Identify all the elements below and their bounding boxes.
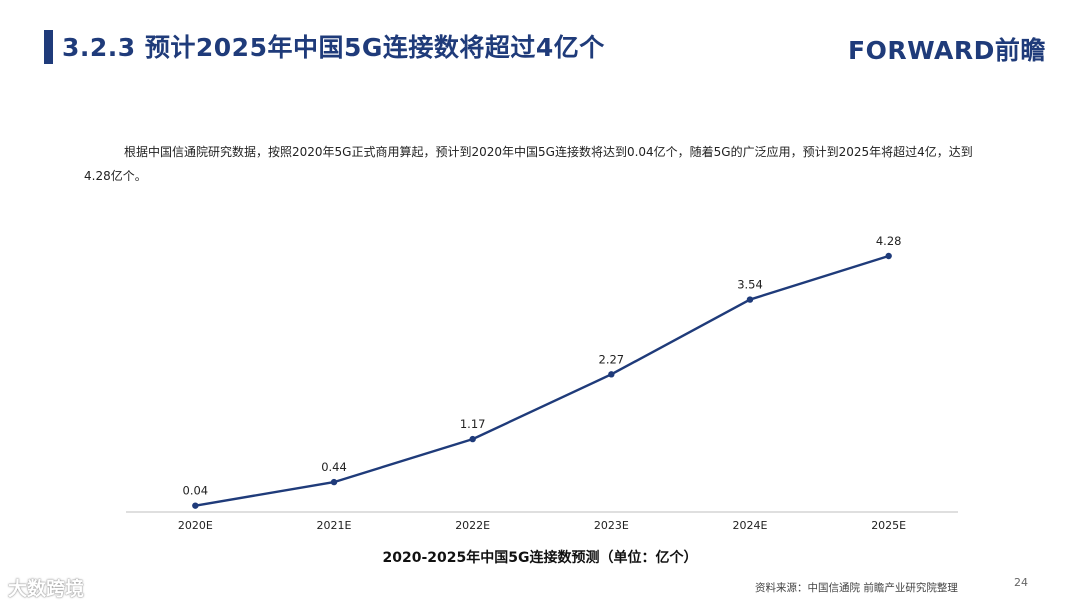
data-label: 0.04 — [183, 484, 209, 498]
source-note: 资料来源：中国信通院 前瞻产业研究院整理 — [755, 582, 958, 594]
series-line — [195, 254, 890, 507]
data-label: 1.17 — [460, 417, 486, 431]
data-point — [608, 371, 615, 378]
x-tick-label: 2024E — [733, 519, 768, 532]
x-tick-label: 2025E — [871, 519, 906, 532]
data-label: 4.28 — [876, 234, 902, 248]
data-point — [746, 296, 754, 303]
watermark-badge: 大数跨境 — [8, 578, 85, 600]
page-title: 3.2.3 预计2025年中国5G连接数将超过4亿个 — [62, 33, 605, 62]
title-accent-bar — [44, 30, 53, 64]
x-tick-label: 2022E — [455, 519, 490, 532]
data-point — [469, 435, 476, 443]
forward-logo: FORWARD前瞻 — [848, 36, 1046, 65]
data-label: 3.54 — [737, 278, 763, 292]
data-label: 2.27 — [599, 352, 625, 366]
data-point — [885, 252, 892, 260]
page-number: 24 — [1014, 576, 1028, 589]
x-tick-label: 2023E — [594, 519, 629, 532]
data-label: 0.44 — [321, 460, 347, 474]
chart-title: 2020-2025年中国5G连接数预测（单位：亿个） — [382, 550, 698, 566]
data-point — [192, 502, 199, 509]
data-point — [330, 478, 338, 486]
x-tick-label: 2021E — [317, 519, 352, 532]
description-paragraph: 根据中国信通院研究数据，按照2020年5G正式商用算起，预计到2020年中国5G… — [84, 145, 973, 183]
x-tick-label: 2020E — [178, 519, 213, 532]
